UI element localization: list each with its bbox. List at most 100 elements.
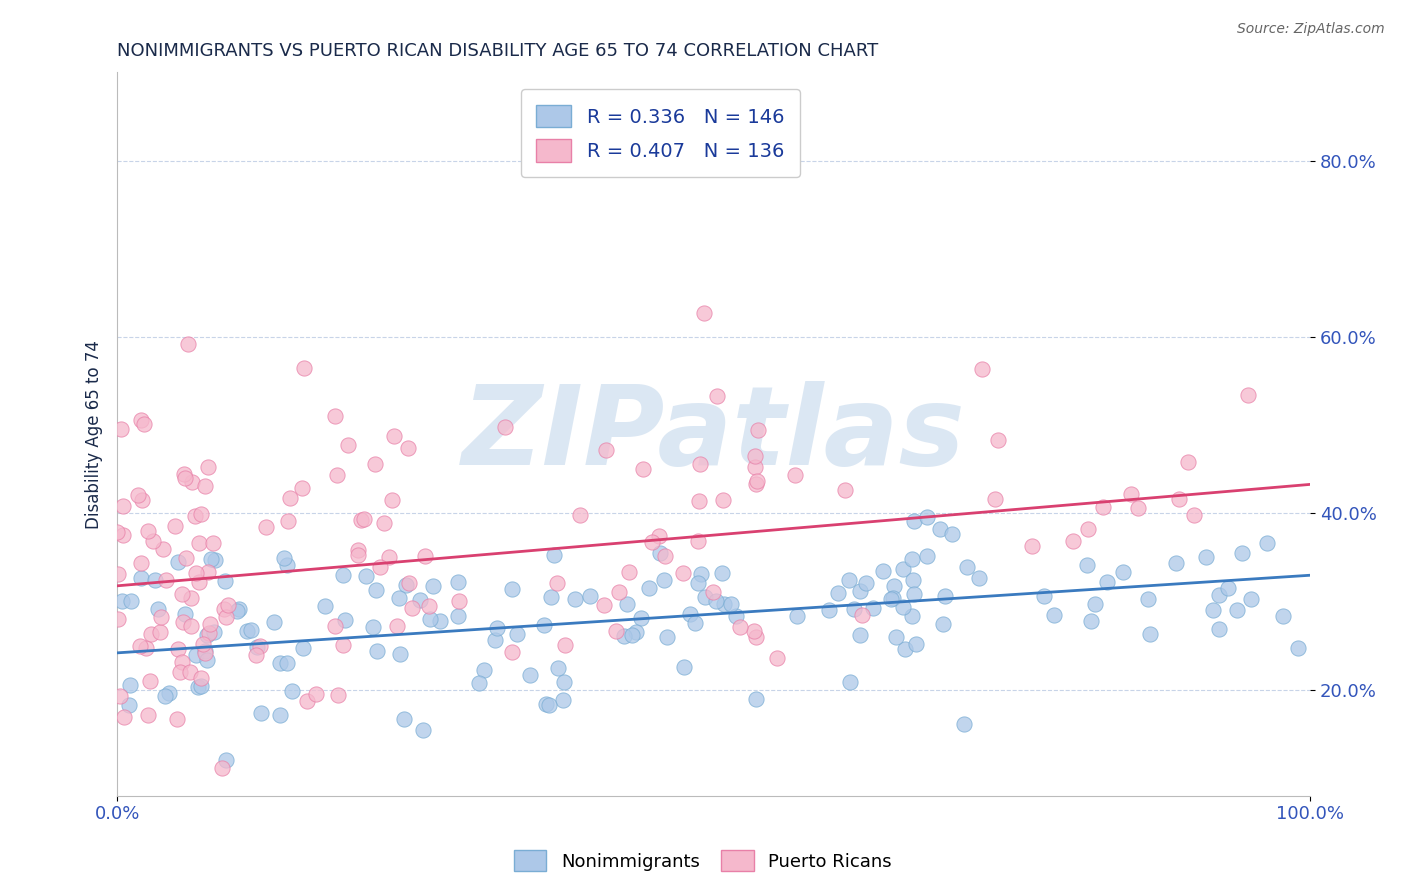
Point bbox=[607, 585, 630, 599]
Point bbox=[827, 586, 849, 600]
Point bbox=[169, 665, 191, 680]
Point bbox=[744, 691, 766, 706]
Point bbox=[638, 581, 661, 595]
Point bbox=[419, 612, 441, 626]
Point bbox=[110, 422, 132, 436]
Point bbox=[217, 599, 239, 613]
Point bbox=[891, 600, 914, 615]
Point bbox=[640, 535, 662, 549]
Point bbox=[332, 568, 354, 582]
Point bbox=[1202, 603, 1225, 617]
Point bbox=[378, 550, 401, 565]
Point bbox=[984, 491, 1007, 506]
Point bbox=[972, 362, 994, 376]
Point bbox=[184, 508, 207, 523]
Point bbox=[953, 716, 976, 731]
Point bbox=[111, 527, 134, 541]
Point bbox=[152, 541, 174, 556]
Point bbox=[412, 723, 434, 738]
Point bbox=[180, 475, 202, 489]
Point bbox=[364, 457, 387, 471]
Point bbox=[883, 579, 905, 593]
Point bbox=[235, 624, 257, 638]
Point bbox=[392, 713, 415, 727]
Point bbox=[136, 707, 159, 722]
Point bbox=[551, 693, 574, 707]
Point bbox=[105, 524, 128, 539]
Point bbox=[198, 626, 221, 640]
Point bbox=[855, 576, 877, 591]
Point bbox=[350, 513, 373, 527]
Point bbox=[1097, 574, 1119, 589]
Point bbox=[1208, 588, 1230, 602]
Point bbox=[245, 648, 267, 662]
Point bbox=[1271, 609, 1294, 624]
Point bbox=[240, 624, 263, 638]
Point bbox=[987, 433, 1010, 447]
Point bbox=[166, 712, 188, 726]
Point bbox=[1208, 622, 1230, 636]
Point bbox=[111, 594, 134, 608]
Point bbox=[1168, 492, 1191, 507]
Point bbox=[385, 619, 408, 633]
Point bbox=[672, 566, 695, 580]
Point bbox=[537, 698, 560, 712]
Point bbox=[195, 653, 218, 667]
Point bbox=[839, 674, 862, 689]
Point bbox=[129, 556, 152, 570]
Point bbox=[862, 601, 884, 615]
Point bbox=[686, 576, 709, 591]
Point bbox=[215, 754, 238, 768]
Point bbox=[250, 706, 273, 721]
Point bbox=[214, 602, 236, 616]
Point bbox=[1091, 500, 1114, 515]
Point bbox=[501, 645, 523, 659]
Point bbox=[363, 620, 385, 634]
Point bbox=[1062, 534, 1084, 549]
Point bbox=[204, 553, 226, 567]
Point bbox=[929, 522, 952, 536]
Point bbox=[765, 651, 787, 665]
Point bbox=[851, 608, 873, 623]
Point bbox=[149, 609, 172, 624]
Point bbox=[314, 599, 336, 614]
Point bbox=[519, 668, 541, 682]
Point bbox=[903, 574, 925, 588]
Point bbox=[335, 613, 357, 627]
Point bbox=[1021, 539, 1043, 553]
Point bbox=[190, 508, 212, 522]
Point bbox=[605, 624, 627, 639]
Point bbox=[569, 508, 592, 522]
Point bbox=[688, 533, 710, 548]
Point bbox=[177, 337, 200, 351]
Point bbox=[533, 618, 555, 632]
Point bbox=[170, 655, 193, 669]
Point bbox=[107, 567, 129, 582]
Point bbox=[884, 630, 907, 644]
Point bbox=[540, 590, 562, 604]
Point bbox=[849, 583, 872, 598]
Point bbox=[1119, 487, 1142, 501]
Point bbox=[468, 676, 491, 690]
Point bbox=[364, 583, 387, 598]
Point bbox=[1225, 603, 1247, 617]
Point bbox=[132, 417, 155, 432]
Point bbox=[655, 630, 678, 644]
Point bbox=[292, 361, 315, 376]
Point bbox=[683, 616, 706, 631]
Point bbox=[1240, 591, 1263, 606]
Point bbox=[356, 569, 378, 583]
Point bbox=[593, 598, 616, 612]
Text: Source: ZipAtlas.com: Source: ZipAtlas.com bbox=[1237, 22, 1385, 37]
Point bbox=[652, 574, 675, 588]
Point bbox=[172, 615, 194, 629]
Point bbox=[543, 549, 565, 563]
Point bbox=[728, 619, 751, 633]
Point bbox=[174, 471, 197, 485]
Point bbox=[388, 647, 411, 661]
Point bbox=[1077, 522, 1099, 536]
Point bbox=[817, 603, 839, 617]
Point bbox=[276, 558, 298, 572]
Point bbox=[215, 610, 238, 624]
Point bbox=[180, 618, 202, 632]
